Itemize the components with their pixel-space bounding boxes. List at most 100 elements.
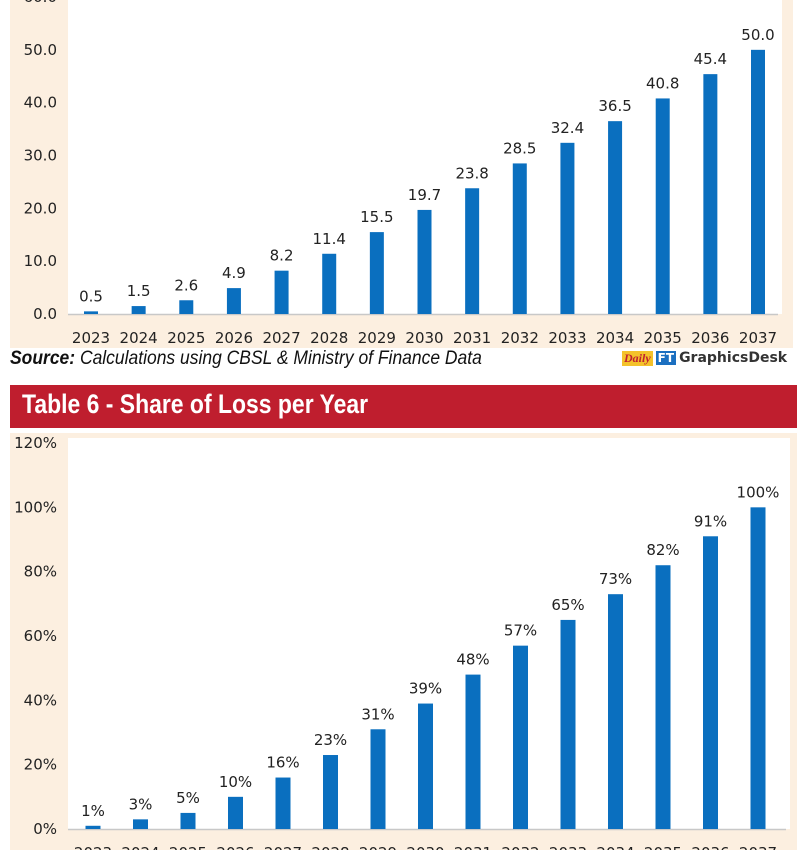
chart-2-data-label-2027: 16% (266, 754, 299, 772)
logo-graphicsdesk: GraphicsDesk (679, 350, 788, 366)
chart-1-xtick-2028: 2028 (310, 329, 348, 347)
chart-2-data-label-2030: 39% (409, 680, 442, 698)
chart-2-data-label-2029: 31% (361, 705, 394, 723)
source-text: Calculations using CBSL & Ministry of Fi… (75, 348, 482, 369)
chart-1-xtick-2026: 2026 (215, 329, 253, 347)
chart-2-ytick: 100% (14, 498, 57, 516)
table-6-banner: Table 6 - Share of Loss per Year (10, 385, 797, 428)
chart-1-ytick: 20.0 (24, 199, 57, 217)
chart-2-bar-2035 (655, 565, 671, 829)
chart-1-bar-2032 (512, 163, 527, 314)
chart-1-bar-2037 (751, 49, 765, 314)
chart-1-bar-2027 (274, 270, 289, 314)
chart-1-bar-2036 (703, 74, 718, 315)
chart-2-ytick: 0% (33, 820, 57, 838)
chart-1-xtick-2031: 2031 (453, 329, 491, 347)
chart-1-data-label-2025: 2.6 (174, 276, 198, 294)
chart-2-bar-2029 (370, 729, 386, 829)
chart-1-bar-2025 (179, 300, 194, 314)
chart-2-xtick-2025: 2025 (169, 844, 207, 850)
chart-1-bar-2026 (226, 288, 241, 314)
chart-2-data-label-2023: 1% (81, 802, 105, 820)
chart-1-xtick-2027: 2027 (262, 329, 300, 347)
chart-2-xtick-2034: 2034 (596, 844, 634, 850)
chart-1-ytick: 50.0 (24, 41, 57, 59)
chart-2-bar-2030 (418, 703, 433, 829)
chart-2-data-label-2037: 100% (737, 483, 780, 501)
chart-2-data-label-2036: 91% (694, 512, 727, 530)
chart-1-xtick-2023: 2023 (72, 329, 110, 347)
chart-1-data-label-2036: 45.4 (694, 50, 727, 68)
chart-1-xtick-2030: 2030 (405, 329, 443, 347)
chart-1-xtick-2025: 2025 (167, 329, 205, 347)
chart-2-xtick-2029: 2029 (359, 844, 397, 850)
chart-2-bar-2033 (560, 619, 576, 829)
chart-2-xtick-2027: 2027 (264, 844, 302, 850)
chart-2-xtick-2035: 2035 (644, 844, 682, 850)
chart-1-data-label-2028: 11.4 (313, 230, 346, 248)
chart-2-bar-2034 (608, 594, 623, 829)
chart-1-data-label-2023: 0.5 (79, 287, 103, 305)
chart-2-bar-2025 (180, 812, 196, 829)
chart-1-ytick: 10.0 (24, 252, 57, 270)
chart-2-ytick: 120% (14, 434, 57, 452)
chart-1-bar-2033 (560, 142, 575, 314)
chart-1-xtick-2037: 2037 (739, 329, 777, 347)
chart-2-xtick-2036: 2036 (691, 844, 729, 850)
chart-1-data-label-2034: 36.5 (598, 97, 631, 115)
chart-2-bar-2036 (703, 536, 718, 829)
dailyft-logo: Daily FT GraphicsDesk (622, 350, 787, 366)
chart-1-bar-2030 (417, 209, 432, 314)
chart-2-bar-2024 (133, 819, 148, 829)
chart-1-ytick: 60.0 (24, 0, 57, 6)
chart-2-data-label-2024: 3% (129, 795, 153, 813)
chart-2-bar-2032 (513, 645, 528, 829)
chart-2-data-label-2032: 57% (504, 622, 537, 640)
chart-2-data-label-2033: 65% (551, 596, 584, 614)
chart-2-bar-2026 (228, 796, 243, 829)
chart-2-data-label-2034: 73% (599, 570, 632, 588)
chart-2-ytick: 40% (24, 691, 57, 709)
chart-2-bar-2028 (323, 755, 338, 829)
chart-1-data-label-2032: 28.5 (503, 139, 536, 157)
chart-1-ytick: 30.0 (24, 147, 57, 165)
chart-1-ytick: 0.0 (33, 305, 57, 323)
chart-2-data-label-2031: 48% (456, 651, 489, 669)
chart-2-bar-2037 (750, 507, 766, 829)
chart-1-data-label-2026: 4.9 (222, 264, 246, 282)
chart-1-bar-2024 (131, 306, 146, 314)
chart-1-xtick-2034: 2034 (596, 329, 634, 347)
chart-1-data-label-2030: 19.7 (408, 186, 441, 204)
chart-2-xtick-2037: 2037 (739, 844, 777, 850)
chart-1-xtick-2033: 2033 (548, 329, 586, 347)
chart-1-bar-2023 (84, 311, 98, 314)
chart-2-xtick-2024: 2024 (121, 844, 159, 850)
source-note: Source: Calculations using CBSL & Minist… (10, 348, 482, 370)
chart-1-xtick-2029: 2029 (358, 329, 396, 347)
chart-1-data-label-2029: 15.5 (360, 208, 393, 226)
chart-1-data-label-2035: 40.8 (646, 74, 679, 92)
logo-ft: FT (655, 351, 677, 365)
chart-1-xtick-2032: 2032 (501, 329, 539, 347)
chart-1-xtick-2036: 2036 (691, 329, 729, 347)
chart-2-data-label-2025: 5% (176, 789, 200, 807)
chart-1-bar-2028 (322, 253, 337, 314)
chart-1-data-label-2031: 23.8 (455, 164, 488, 182)
chart-2-xtick-2031: 2031 (454, 844, 492, 850)
chart-2-bar-2027 (275, 777, 291, 829)
chart-1-data-label-2024: 1.5 (127, 282, 151, 300)
chart-1-ytick: 40.0 (24, 94, 57, 112)
chart-2-xtick-2023: 2023 (74, 844, 112, 850)
chart-1-xtick-2024: 2024 (120, 329, 158, 347)
chart-1-xtick-2035: 2035 (644, 329, 682, 347)
chart-2-ytick: 80% (24, 563, 57, 581)
chart-1-data-label-2037: 50.0 (741, 26, 774, 44)
chart-1-data-label-2033: 32.4 (551, 119, 584, 137)
chart-2-bar-2023 (85, 825, 101, 829)
chart-2-title: Table 6 - Share of Loss per Year (22, 389, 369, 419)
chart-1-bar-2029 (369, 232, 384, 314)
chart-2-xtick-2033: 2033 (549, 844, 587, 850)
chart-2-bar-2031 (465, 674, 481, 829)
chart-2-xtick-2030: 2030 (406, 844, 444, 850)
